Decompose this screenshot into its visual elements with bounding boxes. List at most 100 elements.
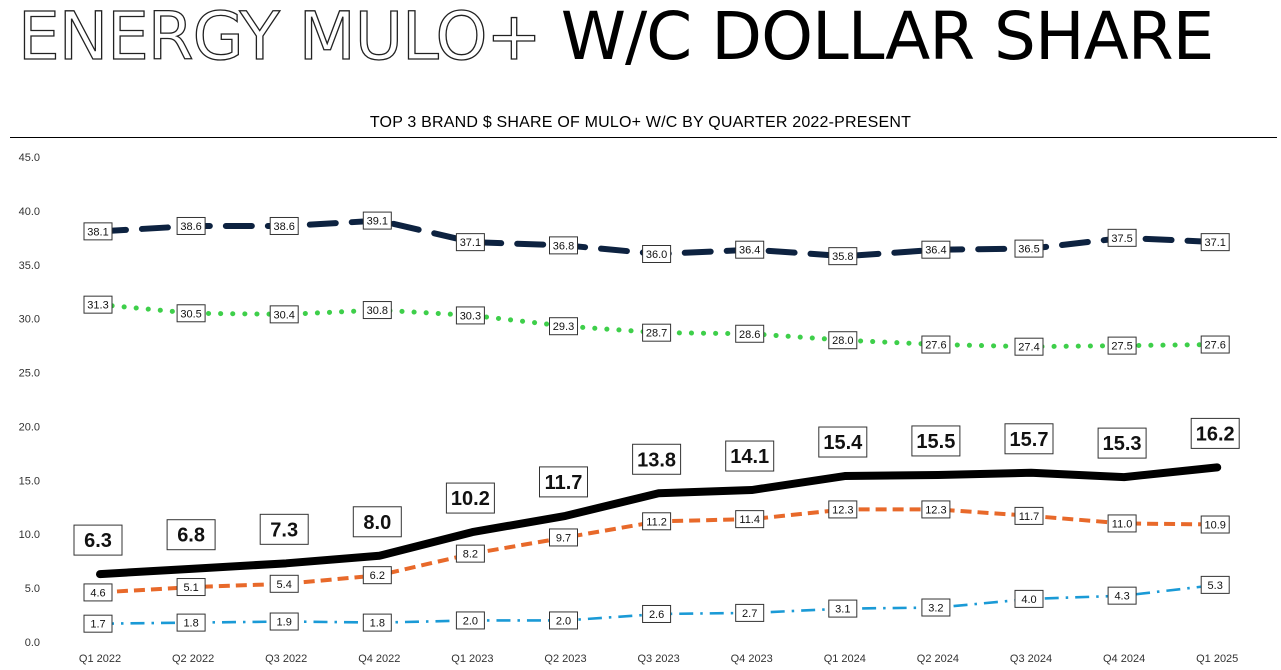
- data-label: 27.6: [925, 340, 946, 352]
- data-label: 27.5: [1111, 341, 1132, 353]
- data-label-box: [642, 604, 672, 623]
- data-label: 35.8: [832, 251, 853, 263]
- data-label: 8.2: [463, 549, 478, 561]
- data-label-box: [83, 583, 113, 602]
- data-label-box: [828, 247, 858, 266]
- data-label-box: [352, 506, 402, 538]
- data-label-box: [921, 598, 951, 617]
- x-tick-label: Q1 2025: [1196, 653, 1238, 665]
- data-label-box: [1014, 506, 1044, 525]
- data-label-box: [176, 216, 206, 235]
- data-label: 28.6: [739, 329, 760, 341]
- data-label: 3.2: [928, 603, 943, 615]
- x-tick-label: Q1 2022: [79, 653, 121, 665]
- data-label: 30.3: [460, 310, 481, 322]
- data-label: 11.7: [545, 472, 583, 494]
- x-tick-label: Q4 2022: [358, 653, 400, 665]
- data-label: 10.9: [1204, 520, 1225, 532]
- data-label-box: [176, 613, 206, 632]
- x-tick-label: Q3 2022: [265, 653, 307, 665]
- data-label: 28.0: [832, 335, 853, 347]
- data-label: 36.5: [1018, 244, 1039, 256]
- data-label: 39.1: [367, 216, 388, 228]
- y-tick-label: 0.0: [25, 637, 40, 649]
- data-label-box: [83, 222, 113, 241]
- data-label-box: [166, 519, 216, 551]
- data-label-box: [269, 612, 299, 631]
- data-label-box: [642, 323, 672, 342]
- y-tick-label: 10.0: [19, 529, 40, 541]
- data-label-box: [362, 301, 392, 320]
- data-label-box: [921, 335, 951, 354]
- data-label: 36.0: [646, 249, 667, 261]
- data-label-box: [362, 566, 392, 585]
- y-tick-label: 15.0: [19, 475, 40, 487]
- data-label-box: [1107, 586, 1137, 605]
- data-label: 36.8: [553, 240, 574, 252]
- data-label-box: [455, 306, 485, 325]
- data-label-box: [725, 440, 775, 472]
- data-label: 36.4: [739, 245, 760, 257]
- x-tick-label: Q3 2023: [637, 653, 679, 665]
- data-label-box: [539, 466, 588, 498]
- data-label: 1.9: [277, 617, 292, 629]
- data-label-box: [549, 611, 578, 630]
- series-line-3: [96, 463, 1222, 579]
- data-label: 3.1: [835, 604, 850, 616]
- data-label: 4.6: [90, 587, 105, 599]
- data-label-box: [269, 574, 299, 593]
- y-tick-label: 40.0: [19, 206, 40, 218]
- data-label: 28.7: [646, 328, 667, 340]
- data-label: 4.0: [1021, 594, 1036, 606]
- data-label-box: [735, 510, 765, 529]
- data-label: 12.3: [925, 504, 946, 516]
- data-label: 7.3: [270, 519, 298, 541]
- data-label-box: [1107, 228, 1137, 247]
- data-label-box: [828, 599, 858, 618]
- data-label: 11.4: [739, 514, 760, 526]
- x-tick-label: Q2 2022: [172, 653, 214, 665]
- data-label-box: [83, 614, 113, 633]
- data-label: 13.8: [637, 449, 676, 471]
- data-label-box: [1014, 239, 1044, 258]
- data-label: 31.3: [87, 300, 108, 312]
- data-label: 1.7: [90, 619, 105, 631]
- data-label: 11.0: [1112, 518, 1133, 530]
- data-label-box: [1190, 417, 1240, 449]
- data-label: 38.6: [273, 221, 294, 233]
- data-label: 38.1: [87, 226, 108, 238]
- data-label-box: [921, 500, 951, 519]
- data-label-box: [1200, 515, 1230, 534]
- data-label: 11.7: [1019, 511, 1040, 523]
- y-tick-label: 20.0: [19, 421, 40, 433]
- data-label: 2.0: [463, 615, 478, 627]
- data-label: 2.6: [649, 609, 664, 621]
- data-label-box: [642, 245, 672, 263]
- data-label: 5.4: [277, 579, 292, 591]
- y-tick-label: 25.0: [19, 368, 40, 380]
- y-tick-label: 35.0: [19, 260, 40, 272]
- page-title: ENERGY MULO+ W/C DOLLAR SHARE: [17, 0, 1214, 84]
- x-tick-label: Q4 2023: [731, 653, 773, 665]
- data-label-box: [176, 304, 206, 323]
- data-label-box: [828, 331, 858, 350]
- data-label-box: [1014, 337, 1044, 356]
- data-label-box: [1107, 514, 1137, 533]
- data-label-box: [362, 211, 392, 230]
- data-label-box: [549, 528, 578, 547]
- data-label-box: [735, 240, 765, 259]
- data-label-box: [632, 443, 682, 475]
- data-label: 15.4: [823, 432, 863, 454]
- data-label-box: [921, 240, 951, 259]
- data-label: 11.2: [646, 516, 667, 528]
- x-tick-label: Q3 2024: [1010, 653, 1052, 665]
- x-tick-label: Q4 2024: [1103, 653, 1145, 665]
- data-label: 36.4: [925, 245, 946, 257]
- data-label: 1.8: [183, 618, 198, 630]
- data-label-box: [1200, 233, 1230, 252]
- data-label: 4.3: [1114, 591, 1129, 603]
- data-label-box: [735, 603, 765, 622]
- data-label: 37.5: [1111, 233, 1132, 245]
- data-label: 2.7: [742, 608, 757, 620]
- y-tick-label: 45.0: [19, 152, 40, 164]
